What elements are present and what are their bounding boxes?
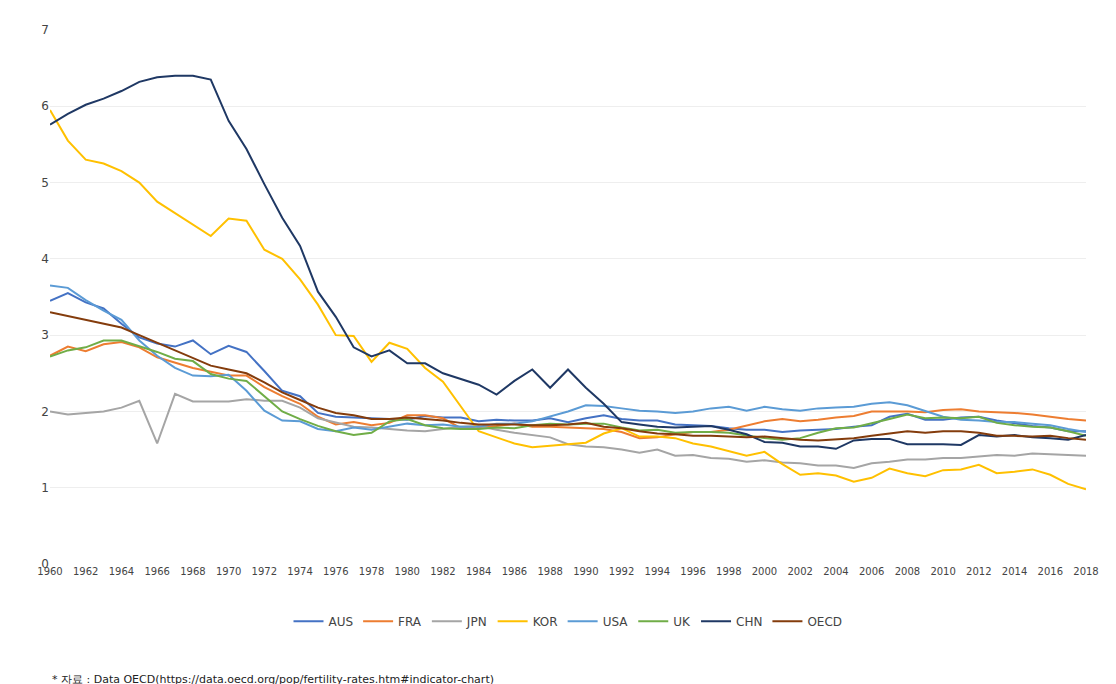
svg-text:2012: 2012 [966, 566, 991, 577]
svg-text:1970: 1970 [216, 566, 241, 577]
svg-text:2008: 2008 [895, 566, 920, 577]
svg-text:1992: 1992 [609, 566, 634, 577]
svg-text:* 자료 : Data OECD(https://data.: * 자료 : Data OECD(https://data.oecd.org/p… [52, 673, 494, 684]
svg-text:1994: 1994 [645, 566, 670, 577]
svg-text:5: 5 [41, 176, 49, 190]
svg-text:6: 6 [41, 99, 49, 113]
svg-text:1990: 1990 [573, 566, 598, 577]
svg-text:2010: 2010 [930, 566, 955, 577]
svg-text:2018: 2018 [1073, 566, 1098, 577]
svg-text:4: 4 [41, 252, 49, 266]
svg-text:1974: 1974 [287, 566, 312, 577]
svg-text:1964: 1964 [109, 566, 134, 577]
svg-text:1984: 1984 [466, 566, 491, 577]
svg-text:1998: 1998 [716, 566, 741, 577]
svg-text:2: 2 [41, 405, 49, 419]
svg-text:1960: 1960 [37, 566, 62, 577]
svg-text:1968: 1968 [180, 566, 205, 577]
svg-text:1996: 1996 [680, 566, 705, 577]
svg-text:1962: 1962 [73, 566, 98, 577]
svg-text:2014: 2014 [1002, 566, 1027, 577]
svg-text:1: 1 [41, 481, 49, 495]
svg-text:1966: 1966 [144, 566, 169, 577]
svg-text:1986: 1986 [502, 566, 527, 577]
svg-text:1972: 1972 [252, 566, 277, 577]
svg-text:JPN: JPN [466, 615, 487, 629]
svg-text:1976: 1976 [323, 566, 348, 577]
svg-text:2000: 2000 [752, 566, 777, 577]
svg-text:2006: 2006 [859, 566, 884, 577]
svg-text:CHN: CHN [736, 615, 762, 629]
svg-text:KOR: KOR [533, 615, 558, 629]
svg-text:0: 0 [41, 557, 49, 571]
svg-text:1978: 1978 [359, 566, 384, 577]
svg-text:2016: 2016 [1038, 566, 1063, 577]
svg-text:AUS: AUS [329, 615, 354, 629]
svg-text:2004: 2004 [823, 566, 848, 577]
svg-text:FRA: FRA [398, 615, 422, 629]
svg-text:1980: 1980 [395, 566, 420, 577]
svg-text:7: 7 [41, 23, 49, 37]
svg-text:1982: 1982 [430, 566, 455, 577]
svg-text:USA: USA [603, 615, 629, 629]
svg-text:1988: 1988 [537, 566, 562, 577]
svg-text:3: 3 [41, 328, 49, 342]
svg-text:2002: 2002 [787, 566, 812, 577]
svg-text:UK: UK [673, 615, 691, 629]
svg-text:OECD: OECD [807, 615, 842, 629]
